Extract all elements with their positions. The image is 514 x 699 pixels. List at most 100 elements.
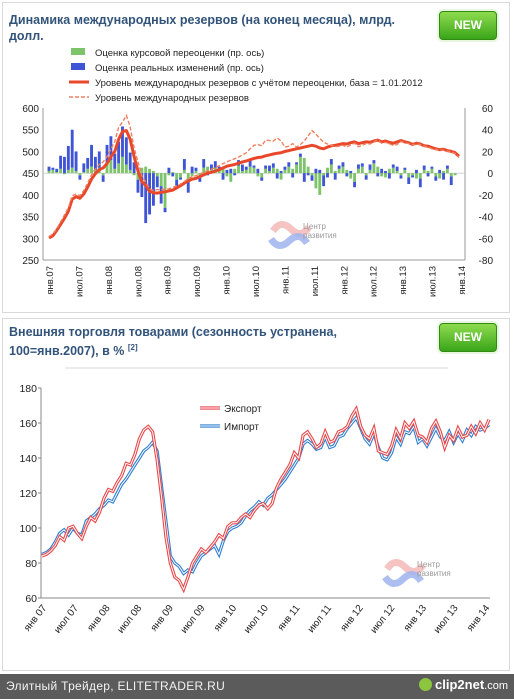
revaluation-bar	[175, 173, 179, 180]
revaluation-bar	[167, 173, 171, 176]
revaluation-bar	[326, 167, 329, 174]
trade-chart-title: Внешняя торговля товарами (сезонность ус…	[9, 324, 429, 359]
new-badge-button-2[interactable]: NEW	[439, 323, 497, 352]
real-change-bar	[322, 175, 326, 187]
x-tick-label: июл 07	[52, 603, 81, 636]
watermark-text-2: развития	[417, 569, 451, 578]
revaluation-bar	[202, 167, 206, 174]
new-badge-button[interactable]: NEW	[439, 11, 497, 40]
revaluation-bar	[109, 160, 113, 174]
y-axis-tick-label: 140	[19, 453, 37, 465]
revaluation-bar	[113, 168, 117, 174]
real-change-bar	[341, 162, 345, 167]
real-change-bar	[90, 144, 93, 167]
revaluation-bar	[225, 173, 229, 177]
y-axis-tick-label: 120	[19, 488, 37, 500]
trade-panel: Внешняя торговля товарами (сезонность ус…	[2, 318, 510, 671]
revaluation-bar	[364, 173, 368, 176]
real-change-bar	[368, 164, 372, 170]
watermark-swirl-blue	[382, 571, 424, 587]
real-change-bar	[252, 165, 256, 168]
real-change-bar	[186, 179, 190, 193]
revaluation-bar	[349, 173, 353, 179]
x-tick-label: янв.14	[457, 266, 468, 295]
revaluation-bar	[229, 173, 233, 182]
revaluation-bar	[252, 167, 256, 174]
real-change-bar	[291, 173, 295, 178]
clip2net-icon	[419, 678, 433, 691]
real-change-bar	[411, 175, 415, 178]
watermark-text-1: Центр	[303, 222, 326, 231]
real-change-bar	[109, 136, 113, 161]
revaluation-bar	[233, 168, 237, 174]
real-change-bar	[82, 163, 86, 173]
revaluation-bar	[194, 170, 198, 174]
x-tick-label: янв.13	[398, 266, 409, 295]
real-change-bar	[55, 168, 59, 173]
real-change-bar	[364, 175, 368, 180]
footer-bar: Элитный Трейдер, ELITETRADER.RU clip2net…	[0, 674, 514, 699]
real-change-bar	[113, 153, 117, 169]
real-change-bar	[155, 176, 159, 188]
trade-title-line1: Внешняя торговля товарами (сезонность ус…	[9, 325, 337, 359]
revaluation-bar	[90, 166, 93, 174]
x-tick-label: янв.12	[339, 266, 350, 295]
revaluation-bar	[244, 169, 248, 174]
revaluation-bar	[403, 169, 407, 174]
real-change-bar	[445, 165, 449, 169]
watermark-swirl-blue	[268, 233, 310, 249]
left-axis-tick-label: 550	[22, 126, 39, 137]
real-change-bar	[298, 153, 302, 157]
real-change-bar	[279, 170, 283, 174]
real-change-bar	[63, 156, 66, 174]
real-change-bar	[287, 162, 291, 167]
x-tick-label: июл 12	[369, 603, 398, 636]
revaluation-bar	[121, 156, 124, 174]
real-change-bar	[244, 166, 248, 170]
reserves-panel: Динамика международных резервов (на коне…	[2, 2, 510, 313]
right-axis-tick-label: -40	[479, 213, 494, 224]
right-axis-tick-label: -60	[479, 234, 494, 245]
revaluation-bar	[310, 173, 314, 176]
revaluation-bar	[51, 169, 55, 174]
reserves-chart: Оценка курсовой переоценки (пр. ось) Оцен…	[22, 48, 494, 297]
revaluation-bar	[376, 166, 380, 174]
legend-swatch-blue	[71, 63, 85, 70]
revaluation-bar	[151, 170, 155, 174]
real-change-bar	[66, 146, 70, 170]
real-change-bar	[194, 167, 198, 171]
import-line-inner	[41, 416, 490, 575]
real-change-bar	[59, 155, 63, 169]
revaluation-bar	[418, 173, 422, 179]
revaluation-bar	[415, 173, 418, 179]
real-change-bar	[213, 161, 217, 168]
y-axis-tick-label: 180	[19, 383, 37, 395]
real-change-bar	[442, 173, 445, 180]
revaluation-bar	[105, 164, 109, 174]
x-tick-label: июл 13	[432, 603, 461, 636]
legend-label: Оценка реальных изменений (пр. ось)	[95, 63, 264, 74]
real-change-bar	[407, 177, 411, 184]
real-change-bar	[225, 169, 229, 174]
revaluation-bar	[442, 170, 445, 174]
real-change-bar	[314, 168, 318, 174]
real-change-bar	[326, 173, 329, 178]
real-change-bar	[268, 165, 271, 171]
left-axis-tick-label: 250	[22, 256, 39, 267]
real-change-bar	[449, 176, 453, 186]
revaluation-bar	[411, 173, 415, 176]
x-tick-label: июл 10	[242, 603, 271, 636]
real-change-bar	[117, 141, 121, 164]
real-change-bar	[395, 166, 399, 171]
revaluation-bar	[387, 168, 391, 174]
real-change-bar	[179, 177, 182, 180]
clip2net-logo[interactable]: clip2net.com	[419, 677, 508, 692]
watermark-swirl-red	[270, 221, 312, 237]
real-change-bar	[295, 162, 298, 165]
real-change-bar	[70, 129, 74, 168]
revaluation-bar	[63, 173, 66, 175]
revaluation-bar	[341, 166, 345, 174]
left-axis-tick-label: 450	[22, 169, 39, 180]
real-change-bar	[47, 166, 51, 171]
real-change-bar	[275, 173, 279, 179]
